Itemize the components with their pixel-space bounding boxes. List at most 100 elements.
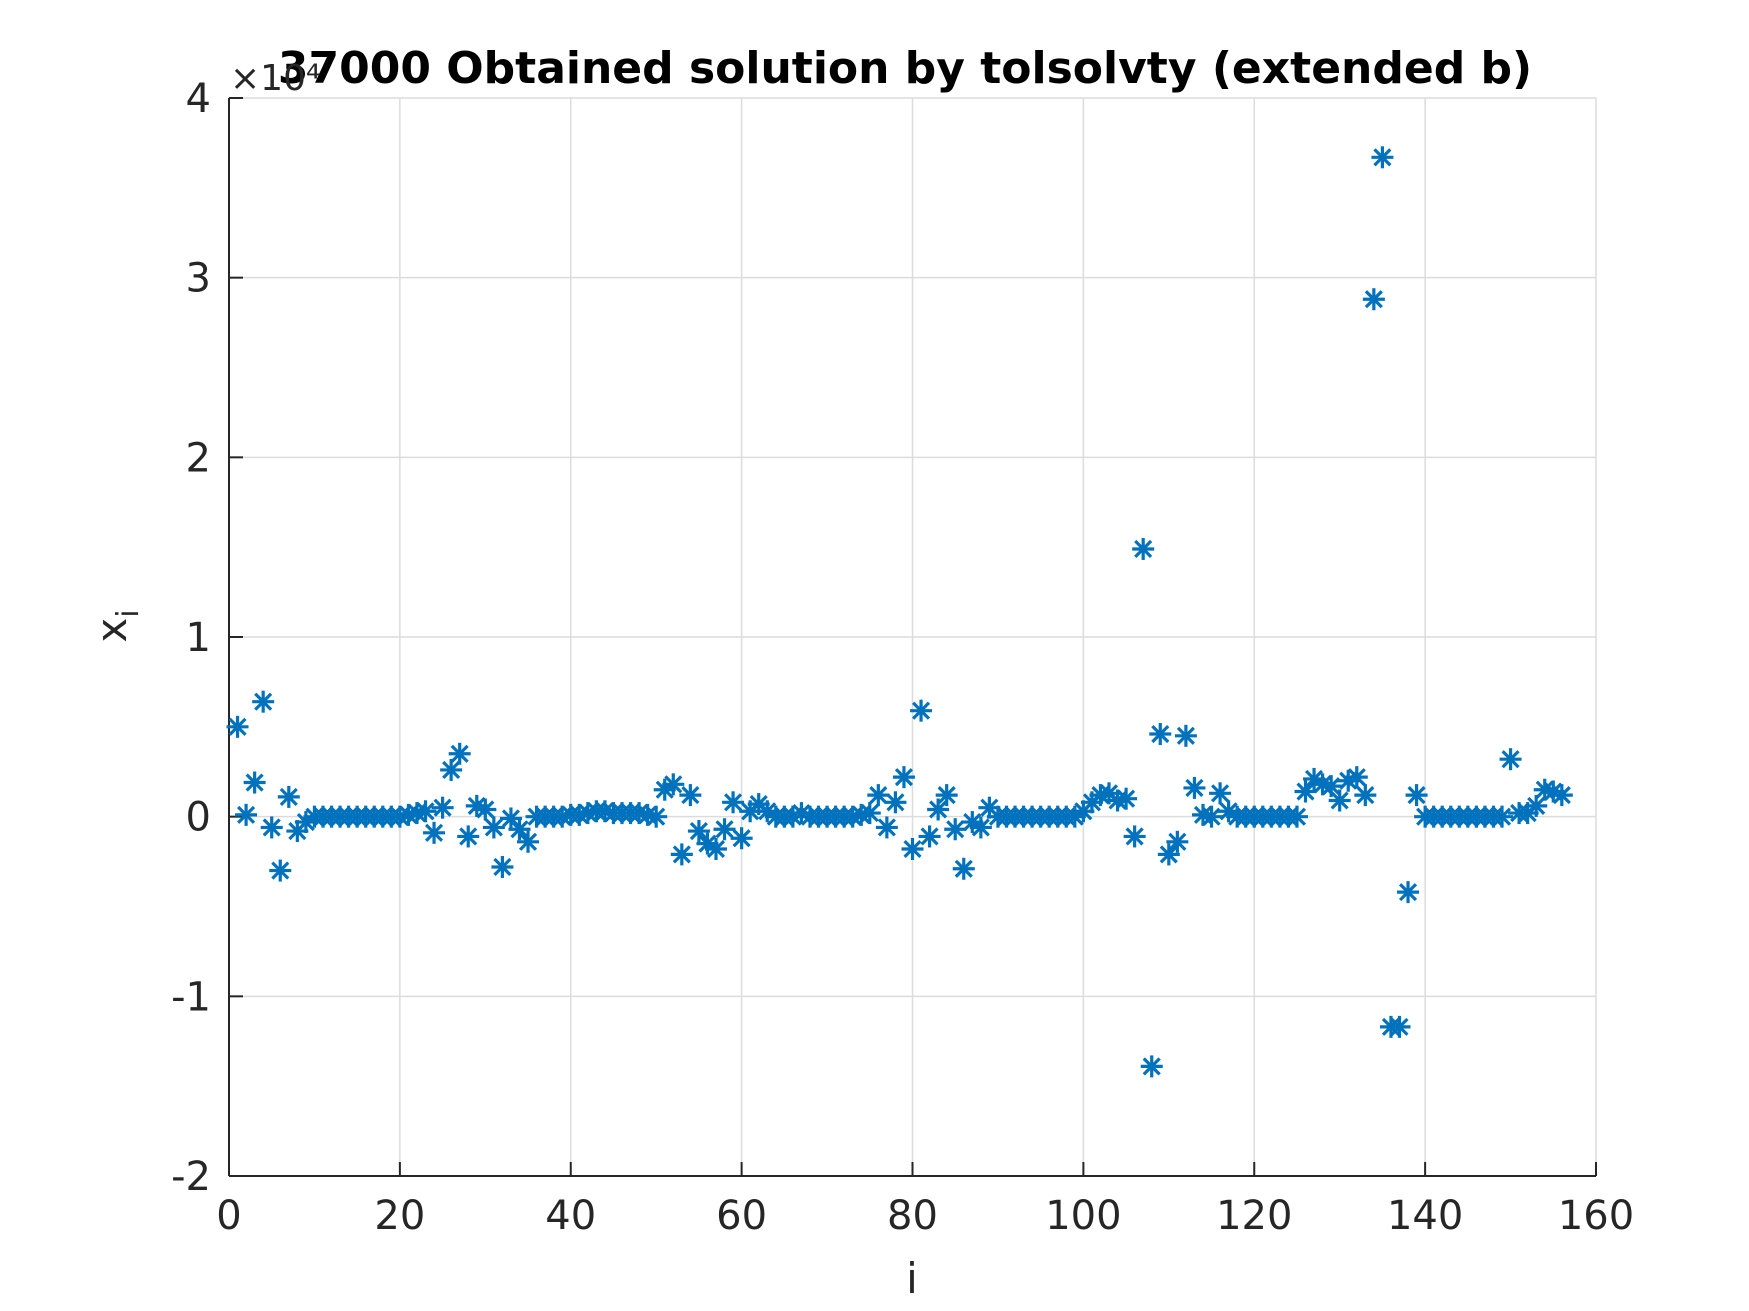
data-point-stroke [279, 787, 298, 806]
data-point [952, 857, 975, 880]
y-tick-label: 1 [186, 615, 211, 661]
data-point-stroke [254, 692, 273, 711]
data-point-stroke [698, 834, 717, 853]
data-point [1294, 780, 1317, 803]
y-tick-label: -1 [171, 974, 211, 1020]
data-point-stroke [963, 813, 982, 832]
data-point-stroke [903, 839, 922, 859]
x-tick-label: 0 [216, 1193, 241, 1239]
data-point [1388, 1015, 1411, 1038]
data-point [730, 827, 753, 850]
data-point [918, 825, 941, 848]
data-point [1371, 146, 1394, 169]
data-point-stroke [758, 802, 777, 821]
data-point [670, 843, 693, 866]
data-point-stroke [1407, 786, 1426, 805]
data-point-stroke [424, 823, 444, 842]
data-point [457, 825, 480, 848]
data-point-stroke [1219, 802, 1238, 821]
data-point-stroke [433, 798, 452, 817]
data-point-stroke [459, 827, 478, 846]
data-point-stroke [595, 802, 614, 821]
data-point [858, 802, 881, 825]
data-point-stroke [689, 821, 708, 841]
y-tick-label: 2 [186, 435, 211, 481]
y-tick-label: 4 [186, 76, 211, 122]
data-point [226, 715, 249, 738]
y-tick-label: -2 [171, 1154, 211, 1200]
data-point-stroke [450, 744, 469, 763]
axes [228, 97, 1597, 1177]
data-point-stroke [715, 820, 734, 839]
data-point [1320, 775, 1343, 798]
data-point [440, 758, 463, 781]
data-point-stroke [1151, 724, 1170, 744]
data-point [1183, 776, 1206, 799]
y-tick-label: 0 [186, 795, 211, 841]
data-point [1149, 723, 1172, 746]
data-point [901, 838, 924, 861]
data-point-stroke [1142, 1057, 1161, 1076]
data-point [1525, 794, 1548, 817]
chart-title: 37000 Obtained solution by tolsolvty (ex… [278, 43, 1532, 94]
data-point-stroke [484, 818, 503, 837]
data-point [1157, 843, 1180, 866]
data-point [910, 699, 933, 722]
data-point [1132, 537, 1155, 560]
data-point-stroke [1398, 883, 1418, 902]
data-point-stroke [1305, 769, 1324, 788]
data-point-stroke [1313, 775, 1332, 794]
data-point-stroke [1544, 782, 1563, 801]
data-point-stroke [647, 807, 666, 826]
x-tick-label: 100 [1045, 1193, 1121, 1239]
data-point-stroke [1364, 290, 1383, 309]
data-point-stroke [1552, 786, 1571, 805]
data-point [508, 818, 531, 841]
data-point [969, 816, 992, 839]
data-point-stroke [664, 775, 683, 794]
y-axis-label-subscript: i [111, 609, 146, 617]
data-point-stroke [1202, 807, 1221, 826]
data-point [1345, 766, 1368, 789]
data-point-stroke [510, 820, 529, 839]
grid [229, 98, 1596, 1176]
y-tick-label: 3 [186, 256, 211, 302]
data-point-stroke [1176, 726, 1195, 745]
data-point-stroke [911, 701, 931, 720]
data-point [935, 784, 958, 807]
data-point-stroke [271, 861, 290, 880]
data-point-stroke [869, 786, 888, 805]
data-point [431, 796, 454, 819]
data-point-stroke [877, 818, 896, 837]
data-point [944, 818, 967, 841]
data-point [1285, 805, 1308, 828]
data-point-stroke [262, 818, 281, 837]
data-point-stroke [672, 845, 691, 864]
data-point-stroke [929, 800, 948, 819]
data-point [1174, 724, 1197, 747]
data-point-stroke [1322, 777, 1341, 796]
data-point [704, 838, 727, 861]
data-point-stroke [1134, 539, 1153, 559]
data-point [1200, 805, 1223, 828]
data-point [423, 821, 446, 844]
x-tick-label: 80 [887, 1193, 938, 1239]
data-point-stroke [1193, 805, 1213, 824]
data-point [645, 805, 668, 828]
data-point [482, 816, 505, 839]
data-point-stroke [706, 839, 726, 859]
data-point [277, 785, 300, 808]
data-point [867, 784, 890, 807]
data-point-stroke [920, 827, 939, 846]
data-point [662, 773, 685, 796]
data-point-stroke [638, 805, 657, 824]
data-point-stroke [1501, 750, 1520, 769]
x-tick-label: 120 [1216, 1193, 1292, 1239]
data-point-stroke [493, 857, 512, 877]
y-axis-exponent-label: ×10⁴ [230, 58, 320, 99]
data-point-stroke [724, 793, 743, 812]
data-point [260, 816, 283, 839]
data-point [884, 791, 907, 814]
